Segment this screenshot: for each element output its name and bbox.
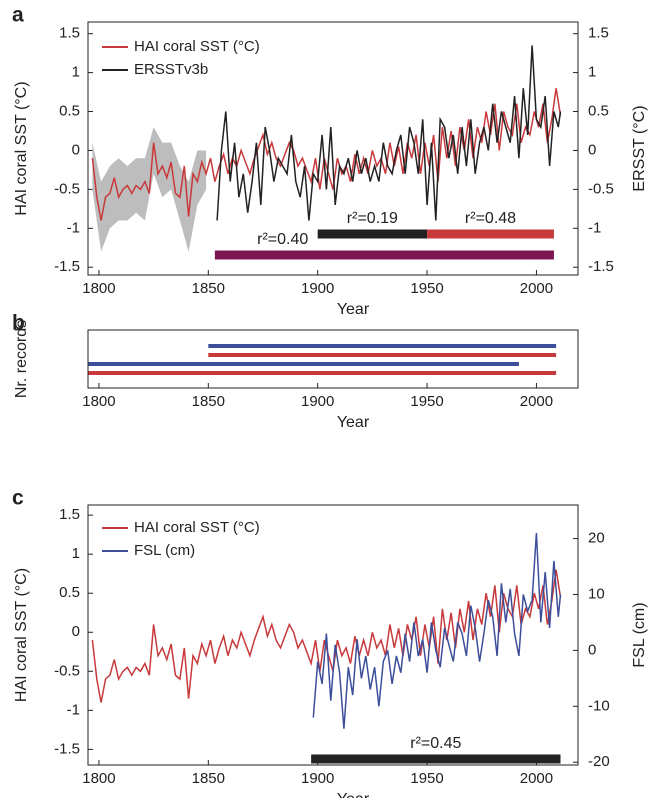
x-tick-label: 1850 bbox=[192, 393, 225, 410]
legend-label: ERSSTv3b bbox=[134, 61, 208, 78]
period-label: r²=0.19 bbox=[347, 210, 398, 227]
x-tick-label: 1900 bbox=[301, 280, 334, 297]
y-tick-label: 1.5 bbox=[59, 506, 80, 523]
y2-tick-label: 1 bbox=[588, 64, 596, 81]
y-axis-label: HAI coral SST (°C) bbox=[13, 81, 30, 215]
legend-label: HAI coral SST (°C) bbox=[134, 38, 260, 55]
y-tick-label: -1 bbox=[67, 701, 80, 718]
y2-tick-label: 10 bbox=[588, 585, 605, 602]
y2-tick-label: -10 bbox=[588, 697, 610, 714]
x-tick-label: 2000 bbox=[520, 393, 553, 410]
series-line bbox=[91, 569, 562, 703]
y-tick-label: -0.5 bbox=[54, 662, 80, 679]
y-axis-label: Nr. records bbox=[13, 320, 30, 398]
x-tick-label: 1900 bbox=[301, 393, 334, 410]
y-tick-label: 1 bbox=[72, 545, 80, 562]
x-tick-label: 1900 bbox=[301, 770, 334, 787]
y2-tick-label: 0 bbox=[588, 641, 596, 658]
y2-tick-label: 1.5 bbox=[588, 25, 609, 42]
panel-letter: c bbox=[12, 487, 24, 510]
x-tick-label: 1950 bbox=[410, 393, 443, 410]
y2-tick-label: 0.5 bbox=[588, 102, 609, 119]
series-line bbox=[91, 88, 562, 221]
y-axis-label: HAI coral SST (°C) bbox=[13, 568, 30, 702]
y-tick-label: 0 bbox=[72, 623, 80, 640]
x-tick-label: 1950 bbox=[410, 770, 443, 787]
x-tick-label: 1800 bbox=[82, 280, 115, 297]
panel-letter: b bbox=[12, 312, 25, 335]
y-tick-label: 1.5 bbox=[59, 25, 80, 42]
legend-label: FSL (cm) bbox=[134, 542, 195, 559]
y2-tick-label: -20 bbox=[588, 753, 610, 770]
plot-frame bbox=[87, 21, 579, 276]
x-axis-label: Year bbox=[337, 414, 370, 431]
y2-tick-label: 0 bbox=[588, 141, 596, 158]
y-tick-label: -1.5 bbox=[54, 258, 80, 275]
series-line bbox=[216, 45, 562, 221]
period-label: r²=0.45 bbox=[410, 735, 461, 752]
plot-frame bbox=[87, 329, 579, 389]
x-tick-label: 1800 bbox=[82, 770, 115, 787]
x-axis-label: Year bbox=[337, 301, 370, 318]
x-axis-label: Year bbox=[337, 791, 370, 798]
plot-frame bbox=[87, 504, 579, 766]
y2-tick-label: -0.5 bbox=[588, 180, 614, 197]
y2-tick-label: 20 bbox=[588, 530, 605, 547]
y-tick-label: -0.5 bbox=[54, 180, 80, 197]
y-tick-label: -1.5 bbox=[54, 740, 80, 757]
y2-tick-label: -1.5 bbox=[588, 258, 614, 275]
y-tick-label: 0.5 bbox=[59, 102, 80, 119]
period-label: r²=0.40 bbox=[257, 231, 308, 248]
period-label: r²=0.48 bbox=[465, 210, 516, 227]
series-line bbox=[312, 532, 562, 729]
y2-axis-label: ERSST (°C) bbox=[631, 105, 648, 191]
y-tick-label: 0.5 bbox=[59, 584, 80, 601]
x-tick-label: 2000 bbox=[520, 280, 553, 297]
x-tick-label: 1850 bbox=[192, 280, 225, 297]
x-tick-label: 2000 bbox=[520, 770, 553, 787]
x-tick-label: 1950 bbox=[410, 280, 443, 297]
y-tick-label: 1 bbox=[72, 64, 80, 81]
y2-tick-label: -1 bbox=[588, 219, 601, 236]
x-tick-label: 1800 bbox=[82, 393, 115, 410]
y-tick-label: -1 bbox=[67, 219, 80, 236]
legend-label: HAI coral SST (°C) bbox=[134, 519, 260, 536]
x-tick-label: 1850 bbox=[192, 770, 225, 787]
y2-axis-label: FSL (cm) bbox=[631, 602, 648, 667]
y-tick-label: 0 bbox=[72, 141, 80, 158]
panel-letter: a bbox=[12, 4, 24, 27]
